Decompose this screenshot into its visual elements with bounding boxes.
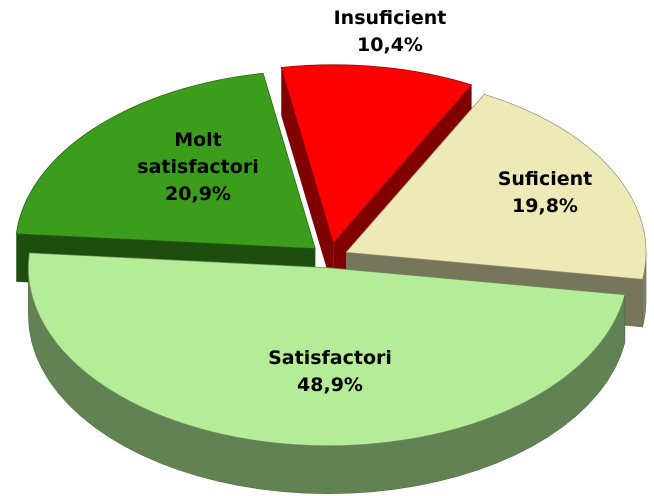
category-label: Molt satisfactori [137,129,259,178]
category-label: Suficient [497,168,593,190]
slice [15,72,316,249]
slice-label: Molt satisfactori 20,9% [123,127,273,208]
category-label: Insuficient [333,7,447,29]
value-label: 20,9% [165,183,231,205]
category-label: Satisfactori [268,347,392,369]
value-label: 19,8% [512,195,578,217]
slice-wall [281,67,334,291]
slice-label: Satisfactori 48,9% [255,345,405,399]
slice-label: Suficient 19,8% [470,166,620,220]
slice [345,93,647,280]
value-label: 48,9% [297,374,363,396]
slice [28,252,626,447]
value-label: 10,4% [357,34,423,56]
slice-label: Insuficient 10,4% [315,5,465,59]
slice [280,64,473,244]
